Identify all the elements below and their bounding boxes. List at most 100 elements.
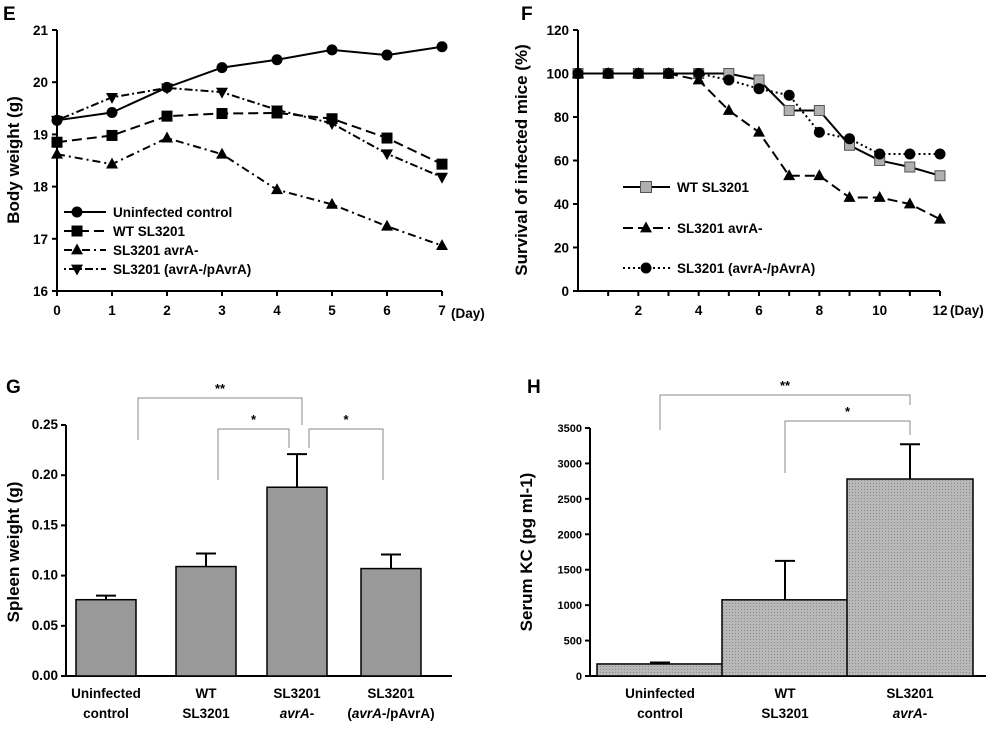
panel-g-category-label-line2: avrA- [280,706,315,721]
panel-e-point-wt-sl3201 [161,110,173,122]
panel-f-point-sl3201-avra-pavra [632,68,644,79]
panel-h-y-axis-label: Serum KC (pg ml-1) [517,473,536,632]
panel-g-category-label-italic: avrA- [352,706,387,721]
panel-e-y-tick-label: 18 [33,180,49,195]
panel-g-y-tick-label: 0.00 [32,668,58,683]
panel-h-y-tick-label: 500 [564,636,582,648]
panel-f-y-tick-label: 60 [554,154,569,169]
panel-f-point-sl3201-avra-pavra [753,83,765,95]
panel-f-point-sl3201-avra [873,190,886,202]
panel-e-point-wt-sl3201 [436,158,448,170]
panel-g-category-label-line2: SL3201 [182,706,230,721]
panel-f-point-sl3201-avra [722,103,735,115]
panel-e-point-sl3201-avra [106,157,118,169]
panel-g-significance-bracket [137,397,303,440]
panel-f-x-tick-label: 10 [872,303,887,318]
panel-h-significance-label: * [845,404,851,419]
panel-e-legend-marker [71,225,83,237]
panel-g-category-label-text: ( [347,706,352,721]
panel-h-y-tick-label: 1500 [558,565,582,577]
panel-f-point-sl3201-avra-pavra [723,74,735,86]
panel-e-point-sl3201-avra [216,147,228,159]
panel-f-point-sl3201-avra [843,190,856,202]
panel-e-point-sl3201-avra-pavra [381,149,393,161]
panel-f-point-wt-sl3201 [813,104,825,116]
panel-g-category-label-text: control [83,706,129,721]
panel-h-category-label-line2: avrA- [893,706,928,721]
panel-h-category-label-italic: avrA- [893,706,928,721]
panel-f-x-tick-label: 2 [635,303,643,318]
panel-g-y-tick-label: 0.10 [32,568,58,583]
panel-f-x-tick-label: 4 [695,303,703,318]
panel-e-y-tick-label: 20 [33,75,48,90]
panel-e-point-uninfected-control [106,106,118,118]
panel-g-significance-label: ** [215,381,226,396]
panel-h-category-label-line1: WT [775,686,797,701]
panel-g-significance-label: * [343,412,349,427]
panel-g-category-label-line2: control [83,706,129,721]
panel-h-bar [721,599,849,677]
panel-g-category-label-line2: (avrA-/pAvrA) [347,706,434,721]
panel-label-h: H [527,377,541,398]
panel-e-legend-marker [71,206,83,218]
panel-f-point-sl3201-avra [903,197,916,209]
panel-e-point-sl3201-avra-pavra [436,172,448,184]
panel-e-y-tick-label: 19 [33,127,48,142]
panel-f-survival-chart: F Survival of infected mice (%) (Day) 0 2… [512,4,984,318]
panel-e-line-wt-sl3201 [56,111,443,166]
panel-f-y-tick-label: 80 [554,110,569,125]
panel-e-legend-marker [71,264,83,276]
panel-e-point-sl3201-avra [161,131,173,143]
panel-f-x-tick-label: 8 [816,303,824,318]
panel-g-significance-bracket [308,428,384,480]
panel-h-y-tick-label: 3000 [558,458,582,470]
panel-e-point-wt-sl3201 [381,132,393,144]
panel-f-legend-label: SL3201 (avrA-/pAvrA) [677,261,815,276]
panel-e-x-tick-label: 4 [273,303,281,318]
panel-h-bar [846,478,974,677]
panel-e-point-sl3201-avra [51,147,63,159]
panel-f-point-sl3201-avra [934,212,946,224]
panel-h-serum-kc-chart: H Serum KC (pg ml-1) 0 500 1000 1500 2000 250… [517,377,986,721]
panel-e-point-wt-sl3201 [106,129,118,141]
panel-f-point-wt-sl3201 [934,170,946,182]
panel-e-line-uninfected-control [56,45,443,122]
panel-e-x-tick-label: 1 [108,303,116,318]
panel-h-category-label-text: SL3201 [761,706,809,721]
panel-f-line-sl3201-avra [578,72,941,221]
panel-e-point-sl3201-avra-pavra [216,87,228,99]
panel-f-point-sl3201-avra-pavra [904,148,916,160]
panel-f-point-sl3201-avra-pavra [572,68,584,79]
panel-g-y-tick-label: 0.15 [32,517,59,532]
panel-e-body-weight-chart: E Body weight (g) (Day) 16 17 18 19 20 21 0 1 2 3… [3,4,485,321]
panel-f-legend-label: WT SL3201 [677,180,750,195]
panel-e-point-sl3201-avra [326,197,338,209]
panel-e-point-sl3201-avra-pavra [271,105,283,117]
panel-g-bar [360,567,422,677]
panel-e-x-tick-label: 7 [438,303,446,318]
panel-e-x-tick-label: 0 [53,303,61,318]
panel-g-category-label-line1: SL3201 [367,686,415,701]
panel-h-y-tick-label: 2000 [558,529,582,541]
panel-f-legend-marker [640,181,652,193]
panel-e-point-uninfected-control [436,41,448,53]
panel-f-x-tick-label: 6 [755,303,763,318]
panel-e-y-tick-label: 21 [33,23,49,38]
panel-f-y-tick-label: 120 [546,23,569,38]
panel-f-y-tick-label: 0 [561,284,569,299]
panel-g-spleen-weight-chart: G Spleen weight (g) 0.00 0.05 0.10 0.15 0.20… [4,377,452,721]
panel-f-point-sl3201-avra-pavra [602,68,614,79]
panel-f-legend-label: SL3201 avrA- [677,221,763,236]
panel-e-point-wt-sl3201 [326,113,338,125]
panel-g-category-label-italic: avrA- [280,706,315,721]
panel-e-point-sl3201-avra [436,239,448,250]
panel-f-y-axis-label: Survival of infected mice (%) [512,44,531,275]
panel-e-x-axis-unit: (Day) [451,306,485,321]
panel-f-point-sl3201-avra-pavra [693,68,705,79]
panel-e-point-sl3201-avra-pavra [51,115,63,127]
panel-h-y-tick-label: 2500 [558,494,582,506]
panel-e-point-uninfected-control [381,49,393,61]
panel-f-point-sl3201-avra-pavra [783,89,795,101]
panel-e-x-tick-label: 3 [218,303,226,318]
